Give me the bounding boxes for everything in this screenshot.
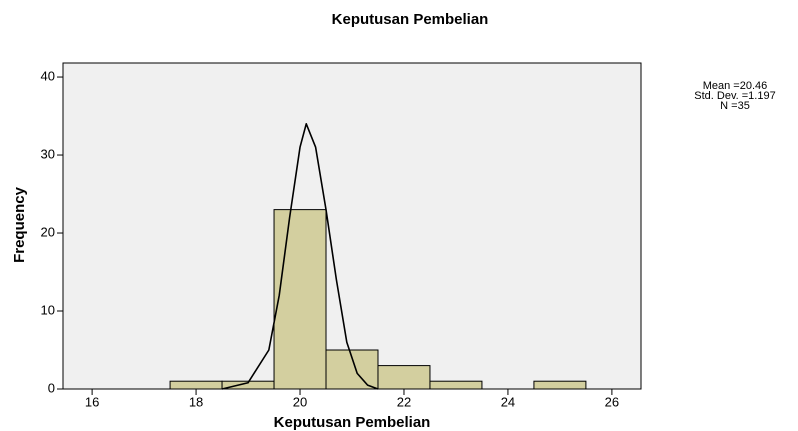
x-axis-label: Keputusan Pembelian — [274, 414, 431, 431]
bar — [169, 380, 223, 390]
bar — [377, 365, 431, 390]
y-axis-label: Frequency — [11, 186, 28, 263]
chart-title: Keputusan Pembelian — [332, 11, 489, 28]
y-tick-label: 20 — [41, 224, 55, 239]
plot-area — [62, 62, 642, 390]
y-tick-label: 30 — [41, 146, 55, 161]
x-tick-label: 22 — [397, 394, 411, 409]
y-tick-label: 10 — [41, 302, 55, 317]
stats-annotation: N =35 — [720, 100, 750, 112]
normal-curve — [221, 123, 379, 390]
y-tick-label: 40 — [41, 68, 55, 83]
x-tick-label: 16 — [85, 394, 99, 409]
x-tick-label: 24 — [501, 394, 515, 409]
stats-annotation: Mean =20.46 — [703, 80, 768, 92]
bar — [273, 209, 327, 390]
y-tick-label: 0 — [48, 380, 55, 395]
x-tick-label: 18 — [189, 394, 203, 409]
bar — [533, 380, 587, 390]
stats-annotation: Std. Dev. =1.197 — [694, 90, 775, 102]
x-tick-label: 26 — [605, 394, 619, 409]
x-tick-label: 20 — [293, 394, 307, 409]
bar — [429, 380, 483, 390]
